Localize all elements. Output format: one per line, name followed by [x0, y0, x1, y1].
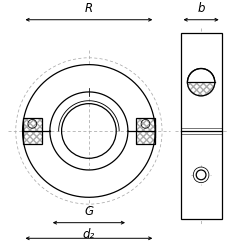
Circle shape: [188, 68, 215, 96]
Text: d₂: d₂: [83, 228, 95, 241]
Bar: [180, 34, 222, 219]
Text: G: G: [84, 205, 94, 218]
Bar: [136, 118, 155, 144]
Bar: [136, 118, 155, 144]
Polygon shape: [188, 82, 215, 96]
Circle shape: [196, 170, 206, 180]
Bar: [136, 118, 155, 144]
Text: R: R: [85, 2, 93, 15]
Circle shape: [193, 167, 209, 183]
Polygon shape: [22, 131, 155, 197]
Polygon shape: [22, 64, 155, 131]
Text: b: b: [197, 2, 205, 15]
Circle shape: [22, 64, 156, 198]
Bar: [22, 118, 42, 144]
Bar: [22, 118, 42, 144]
Bar: [22, 118, 42, 144]
